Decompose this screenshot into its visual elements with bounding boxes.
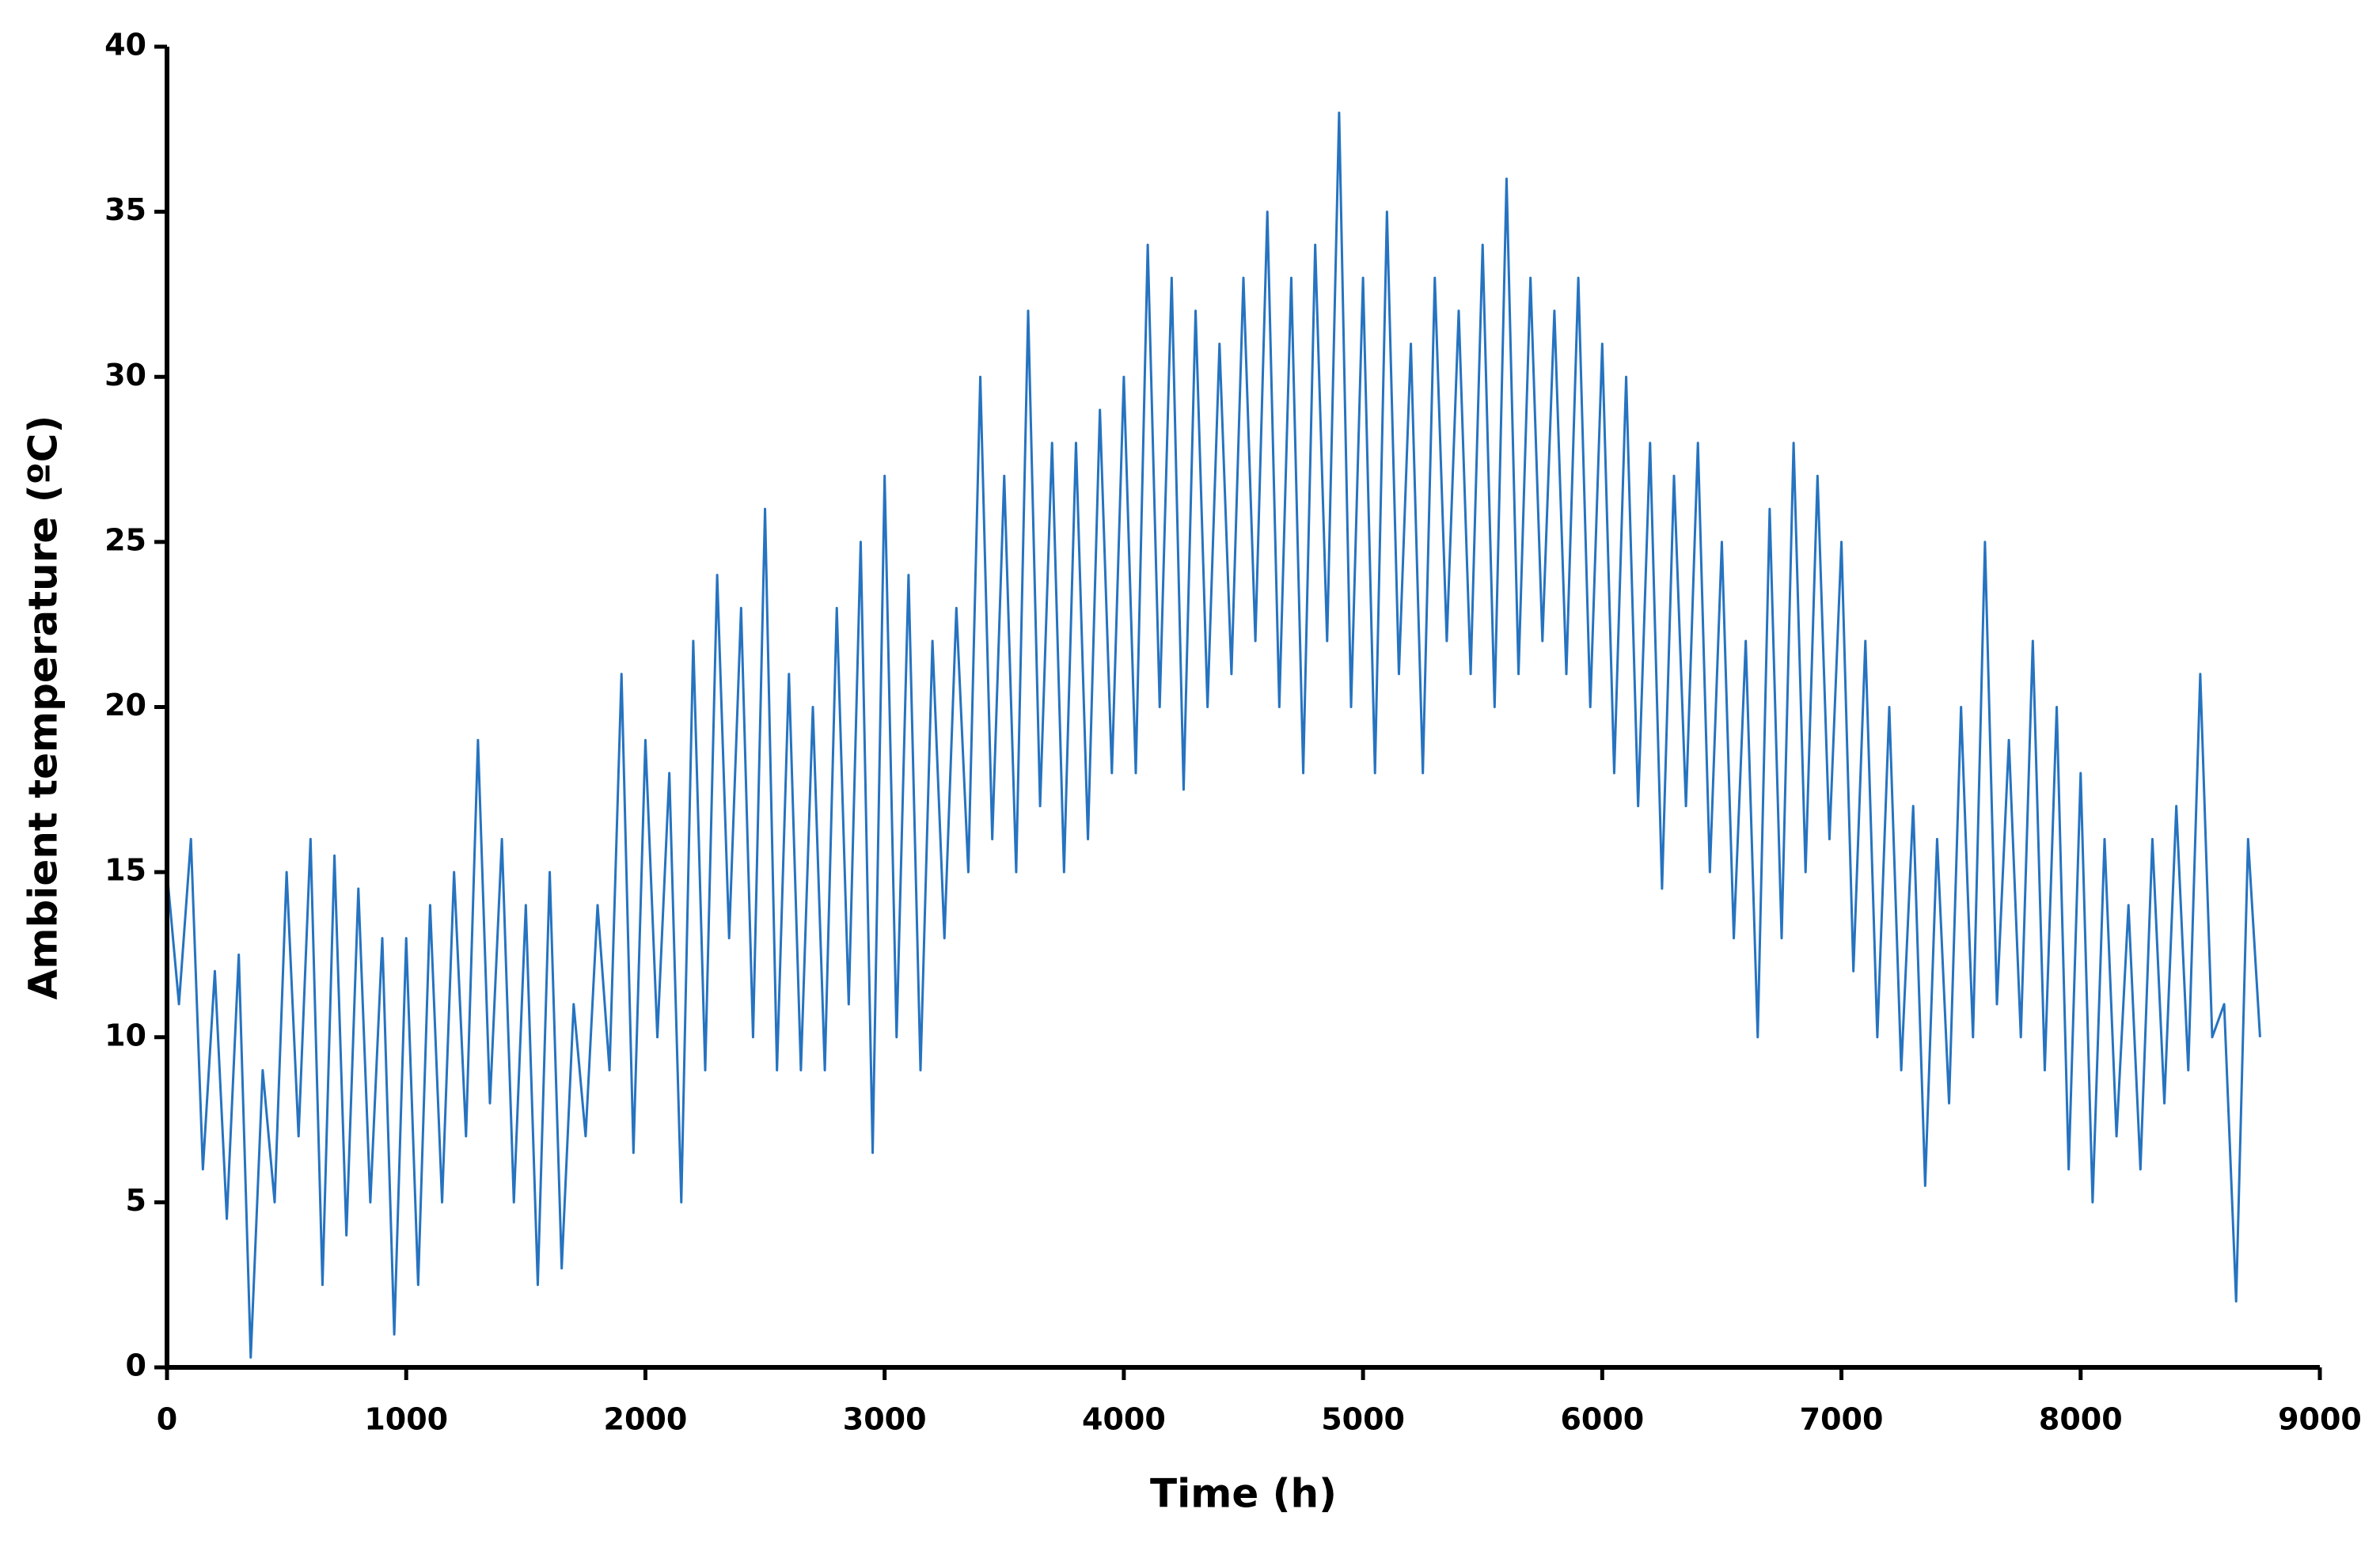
x-tick-label: 8000 xyxy=(2039,1402,2123,1437)
y-tick-label: 40 xyxy=(104,28,146,63)
x-tick-label: 3000 xyxy=(843,1402,927,1437)
y-tick-label: 15 xyxy=(104,853,146,888)
y-axis-title: Ambient temperature (ºC) xyxy=(21,415,66,1000)
x-tick-label: 4000 xyxy=(1082,1402,1166,1437)
y-tick-label: 30 xyxy=(104,358,146,392)
x-tick-label: 2000 xyxy=(604,1402,688,1437)
x-tick-label: 0 xyxy=(157,1402,177,1437)
x-tick-label: 9000 xyxy=(2278,1402,2362,1437)
y-tick-label: 10 xyxy=(104,1018,146,1052)
x-tick-label: 1000 xyxy=(364,1402,448,1437)
data-line xyxy=(165,111,2261,1359)
x-tick-label: 6000 xyxy=(1560,1402,1644,1437)
y-tick-label: 0 xyxy=(126,1348,146,1383)
y-tick-label: 35 xyxy=(104,192,146,227)
y-tick-label: 5 xyxy=(126,1183,146,1218)
y-tick-label: 20 xyxy=(104,688,146,722)
x-tick-label: 7000 xyxy=(1800,1402,1884,1437)
x-axis-title: Time (h) xyxy=(1150,1471,1337,1517)
y-tick-label: 25 xyxy=(104,522,146,557)
x-tick-label: 5000 xyxy=(1321,1402,1405,1437)
